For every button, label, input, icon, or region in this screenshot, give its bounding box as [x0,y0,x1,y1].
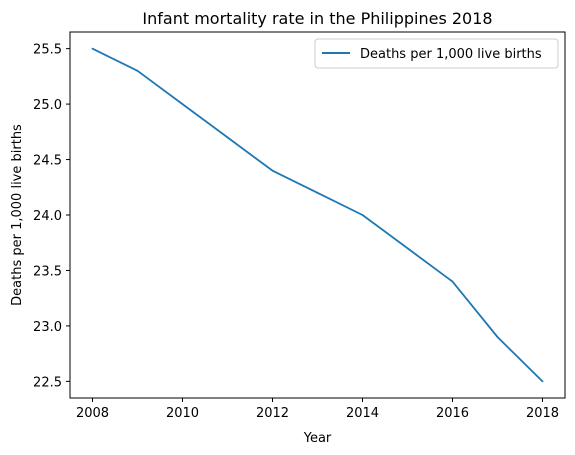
series-layer [91,47,544,383]
x-tick-label: 2008 [76,406,109,421]
x-tick-label: 2014 [346,406,379,421]
legend: Deaths per 1,000 live births [314,38,559,69]
legend-label: Deaths per 1,000 live births [360,47,542,62]
y-tick-label: 22.5 [33,375,62,390]
data-point [361,214,364,216]
y-tick-label: 25.0 [33,98,62,113]
legend-box [314,38,559,69]
x-tick-label: 2018 [526,406,559,421]
data-point [541,380,544,383]
x-axis: 2008 2010 2012 2014 2016 2018 [76,398,559,421]
series-line [92,47,544,383]
data-point [451,280,454,283]
y-tick-label: 23.0 [33,320,62,335]
plot-area [69,31,566,399]
x-tick-label: 2016 [436,406,469,421]
y-tick-label: 24.0 [33,209,62,224]
x-tick-label: 2012 [256,406,289,421]
data-point [226,136,229,139]
data-point [496,336,499,338]
data-point [271,169,274,172]
plot-frame [69,31,566,399]
data-point [316,191,319,194]
y-tick-label: 25.5 [33,43,62,58]
y-axis: 22.5 23.0 23.5 24.0 24.5 25.0 25.5 [33,43,70,390]
chart-title: Infant mortality rate in the Philippines… [142,9,492,28]
data-point [136,69,139,72]
data-point [91,47,94,50]
y-tick-label: 23.5 [33,264,62,279]
y-tick-label: 24.5 [33,154,62,169]
y-axis-label: Deaths per 1,000 live births [10,124,25,306]
data-point [406,247,409,250]
x-tick-label: 2010 [166,406,199,421]
x-axis-label: Year [303,431,332,446]
data-point [181,103,184,105]
